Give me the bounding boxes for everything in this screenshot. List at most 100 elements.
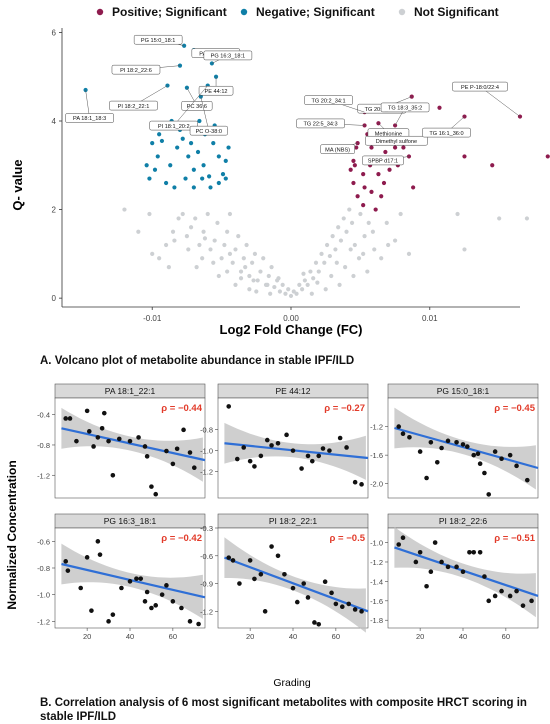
label-box <box>181 101 213 111</box>
data-point <box>136 435 141 440</box>
data-point <box>110 612 116 617</box>
volcano-point <box>373 207 378 212</box>
facet-panel: PG 15:0_18:1 ρ = −0.45 -1.2 -1.6 -2.0 <box>370 383 539 499</box>
volcano-point <box>269 265 274 270</box>
data-point <box>507 452 513 458</box>
data-point <box>320 446 326 451</box>
facet-title: PG 15:0_18:1 <box>437 386 490 396</box>
label-box <box>452 81 508 92</box>
volcano-point <box>208 185 213 190</box>
volcano-point <box>455 211 460 217</box>
data-point <box>482 574 487 579</box>
volcano-point <box>366 220 371 225</box>
metabolite-label: PC O-38:0 <box>196 129 222 135</box>
legend-label: Positive; Significant <box>112 5 227 19</box>
volcano-point <box>490 163 495 168</box>
data-point <box>339 604 345 610</box>
volcano-axes: -0.01 0.00 0.01 0 2 4 6 <box>52 28 439 323</box>
volcano-plot: Positive; Significant Negative; Significa… <box>10 5 550 337</box>
volcano-point <box>170 229 176 234</box>
volcano-point <box>122 207 127 212</box>
volcano-point <box>370 229 375 234</box>
volcano-point <box>300 287 305 292</box>
legend-swatch <box>398 8 406 16</box>
volcano-point <box>387 167 392 172</box>
y-tick-label: 6 <box>52 28 57 37</box>
volcano-point <box>392 145 398 150</box>
data-point <box>305 595 311 600</box>
data-point <box>352 607 358 612</box>
volcano-point <box>191 167 196 172</box>
y-tick-label: -0.8 <box>200 426 213 435</box>
x-tick-label: 20 <box>83 632 91 641</box>
rho-label: ρ = −0.42 <box>161 533 202 544</box>
data-point <box>475 451 481 457</box>
volcano-point <box>184 234 190 239</box>
metabolite-label: PI 18:2_22:6 <box>120 68 152 74</box>
data-point <box>492 593 498 599</box>
volcano-point <box>258 269 263 274</box>
legend-label: Negative; Significant <box>256 5 375 19</box>
data-point <box>170 599 176 604</box>
y-tick-label: 2 <box>52 206 57 215</box>
x-tick-label: 0.01 <box>422 314 438 323</box>
volcano-point <box>462 154 467 159</box>
volcano-point <box>241 256 246 261</box>
data-point <box>312 620 317 625</box>
volcano-point <box>230 260 235 265</box>
volcano-point <box>383 149 388 155</box>
volcano-point <box>209 61 214 66</box>
caption-b: B. Correlation analysis of 6 most signif… <box>40 697 527 723</box>
volcano-point <box>392 238 398 243</box>
volcano-point <box>294 291 299 296</box>
data-point <box>149 484 154 489</box>
x-tick-label: 20 <box>416 632 424 641</box>
metabolite-label: TG 20:2_34:1 <box>311 98 345 104</box>
volcano-point <box>188 225 194 230</box>
volcano-point <box>305 282 310 287</box>
data-point <box>460 442 466 447</box>
volcano-point <box>354 145 359 150</box>
data-point <box>187 450 193 455</box>
data-point <box>119 585 124 591</box>
data-point <box>262 609 268 614</box>
volcano-point <box>341 216 346 221</box>
volcano-point <box>215 220 220 225</box>
volcano-point <box>401 145 406 150</box>
volcano-point <box>201 163 206 168</box>
facet-title: PI 18:2_22:1 <box>269 516 317 526</box>
regression-line <box>224 556 369 613</box>
data-point <box>269 443 274 448</box>
volcano-point <box>207 174 212 179</box>
volcano-point <box>348 247 353 252</box>
metabolite-label: PI 18:2_22:1 <box>118 104 150 110</box>
x-tick-label: 0.00 <box>283 314 299 323</box>
data-point <box>400 431 406 437</box>
volcano-point <box>254 289 259 294</box>
data-point <box>322 579 328 585</box>
metabolite-label: SPBP d17:1 <box>368 159 398 165</box>
volcano-point <box>315 280 320 285</box>
data-point <box>142 599 148 604</box>
data-point <box>241 445 247 450</box>
volcano-point <box>352 163 357 168</box>
data-point <box>316 621 322 627</box>
volcano-y-axis-label: Q- value <box>10 159 25 210</box>
volcano-point <box>183 176 188 181</box>
volcano-point <box>205 211 210 217</box>
volcano-point <box>524 216 530 221</box>
data-point <box>110 472 116 478</box>
data-point <box>520 603 526 608</box>
volcano-point <box>361 251 366 256</box>
data-point <box>477 461 483 467</box>
data-point <box>159 592 165 597</box>
data-point <box>337 435 343 441</box>
volcano-point <box>352 242 357 248</box>
volcano-point <box>347 207 352 212</box>
volcano-point <box>197 118 202 124</box>
y-tick-label: -1.2 <box>200 468 213 477</box>
label-box <box>189 125 228 136</box>
volcano-point <box>150 251 155 256</box>
data-point <box>400 535 406 541</box>
data-point <box>299 466 304 471</box>
